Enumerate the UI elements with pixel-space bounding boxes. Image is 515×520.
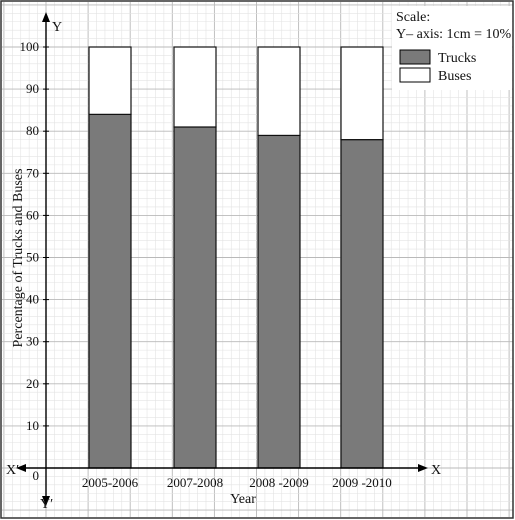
legend-label-buses: Buses bbox=[438, 69, 471, 84]
bar-trucks-1 bbox=[88, 113, 132, 469]
y-tick-label: 30 bbox=[26, 334, 39, 349]
bar-buses-2 bbox=[173, 46, 217, 128]
bars-group bbox=[88, 46, 384, 469]
x-axis-title: Year bbox=[230, 492, 256, 507]
bar-trucks-4 bbox=[340, 139, 384, 469]
x-tick-label: 2008 -2009 bbox=[249, 475, 309, 490]
y-tick-label: 80 bbox=[26, 123, 39, 138]
x-tick-label: 2007-2008 bbox=[167, 475, 223, 490]
legend-swatch-buses bbox=[399, 67, 431, 83]
y-tick-labels: 0 10 20 30 40 50 60 70 80 90 100 bbox=[20, 39, 49, 483]
bar-buses-4 bbox=[340, 46, 384, 141]
bar-trucks-3 bbox=[257, 134, 301, 469]
legend-swatch-trucks bbox=[399, 49, 431, 65]
axes-group: Y Y′ X X′ bbox=[6, 12, 441, 512]
y-axis-negative-label: Y′ bbox=[40, 497, 53, 512]
y-tick-label: 0 bbox=[33, 468, 40, 483]
bar-trucks-2 bbox=[173, 126, 217, 469]
y-axis-title: Percentage of Trucks and Buses bbox=[11, 169, 26, 348]
x-tick-label: 2009 -2010 bbox=[332, 475, 392, 490]
legend-label-trucks: Trucks bbox=[438, 51, 476, 66]
bar-buses-1 bbox=[88, 46, 132, 115]
y-tick-label: 20 bbox=[26, 376, 39, 391]
bar-buses-3 bbox=[257, 46, 301, 137]
y-tick-label: 60 bbox=[26, 207, 39, 222]
y-arrow-up-icon bbox=[42, 12, 50, 22]
x-tick-label: 2005-2006 bbox=[82, 475, 139, 490]
scale-text: Y– axis: 1cm = 10% bbox=[396, 27, 512, 42]
y-tick-label: 70 bbox=[26, 165, 39, 180]
y-tick-label: 50 bbox=[26, 250, 39, 265]
y-tick-label: 40 bbox=[26, 292, 39, 307]
y-tick-label: 90 bbox=[26, 81, 39, 96]
x-arrow-right-icon bbox=[418, 464, 428, 472]
y-axis-positive-label: Y bbox=[52, 20, 62, 35]
y-tick-label: 100 bbox=[20, 39, 40, 54]
x-tick-labels: 2005-2006 2007-2008 2008 -2009 2009 -2010 bbox=[82, 475, 392, 490]
x-axis-positive-label: X bbox=[431, 463, 441, 478]
x-arrow-left-icon bbox=[16, 464, 26, 472]
x-axis-negative-label: X′ bbox=[6, 463, 19, 478]
scale-title: Scale: bbox=[396, 10, 430, 25]
y-arrow-down-icon bbox=[42, 496, 50, 506]
legend: Scale: Y– axis: 1cm = 10% Trucks Buses bbox=[392, 6, 512, 90]
y-tick-label: 10 bbox=[26, 418, 39, 433]
